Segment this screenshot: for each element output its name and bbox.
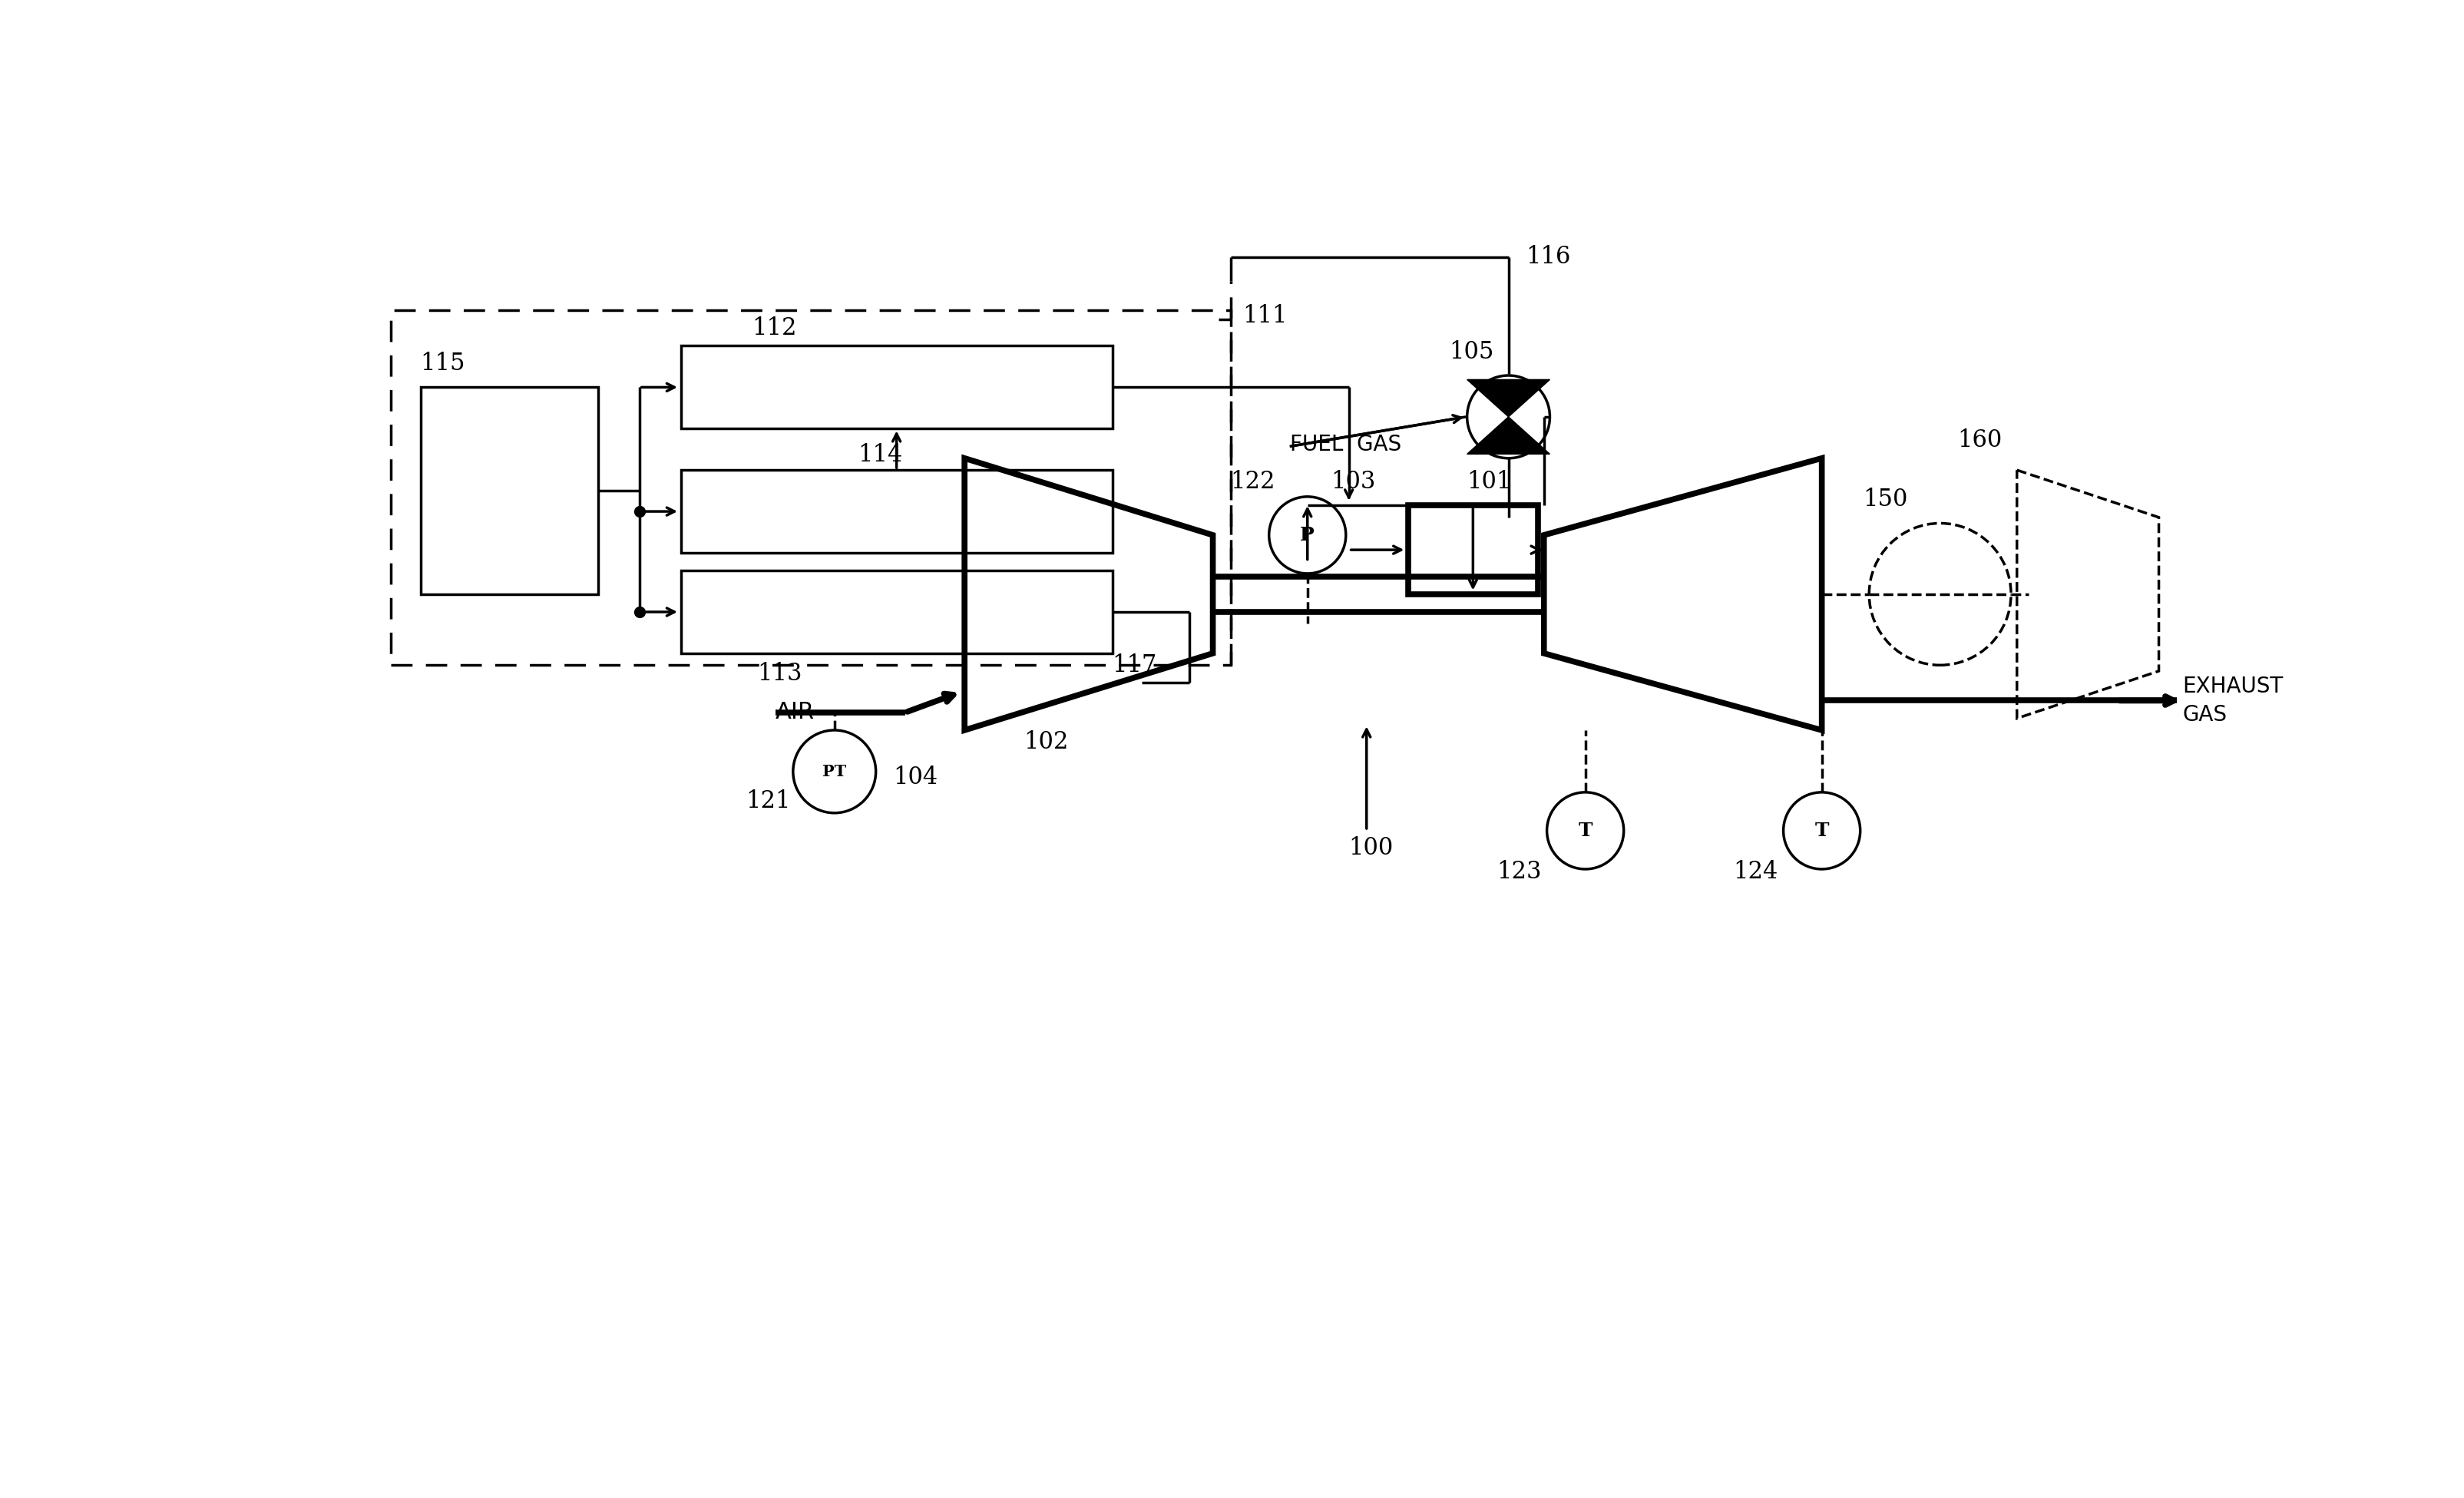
Text: EXHAUST
GAS: EXHAUST GAS: [2183, 676, 2284, 725]
Text: 121: 121: [747, 789, 791, 813]
Text: 123: 123: [1496, 860, 1542, 884]
Text: 102: 102: [1023, 730, 1069, 753]
Text: T: T: [1814, 821, 1828, 840]
Text: 101: 101: [1466, 470, 1513, 494]
Bar: [680, 470, 1111, 553]
Text: 115: 115: [421, 352, 466, 376]
Text: 111: 111: [1242, 304, 1286, 328]
Text: 124: 124: [1732, 860, 1779, 884]
Text: 116: 116: [1525, 246, 1572, 270]
Bar: [1407, 505, 1538, 595]
Text: FUEL  GAS: FUEL GAS: [1289, 434, 1402, 455]
Text: 103: 103: [1331, 470, 1375, 494]
Text: 114: 114: [857, 443, 902, 467]
Text: 105: 105: [1449, 340, 1493, 364]
Bar: [680, 571, 1111, 653]
Text: 122: 122: [1230, 470, 1276, 494]
Text: 113: 113: [756, 662, 803, 686]
Polygon shape: [1466, 416, 1550, 454]
Text: PT: PT: [823, 764, 848, 779]
Text: 117: 117: [1111, 653, 1158, 677]
Text: P: P: [1301, 526, 1316, 544]
Text: 104: 104: [894, 765, 939, 789]
Text: 160: 160: [1959, 428, 2003, 452]
Bar: [392, 310, 1230, 665]
Text: 112: 112: [752, 316, 796, 340]
Text: AIR: AIR: [776, 701, 816, 724]
Polygon shape: [1466, 379, 1550, 416]
Text: 150: 150: [1863, 488, 1907, 511]
Bar: [680, 346, 1111, 428]
Text: T: T: [1579, 821, 1592, 840]
Bar: [421, 388, 599, 595]
Text: 100: 100: [1348, 836, 1395, 860]
